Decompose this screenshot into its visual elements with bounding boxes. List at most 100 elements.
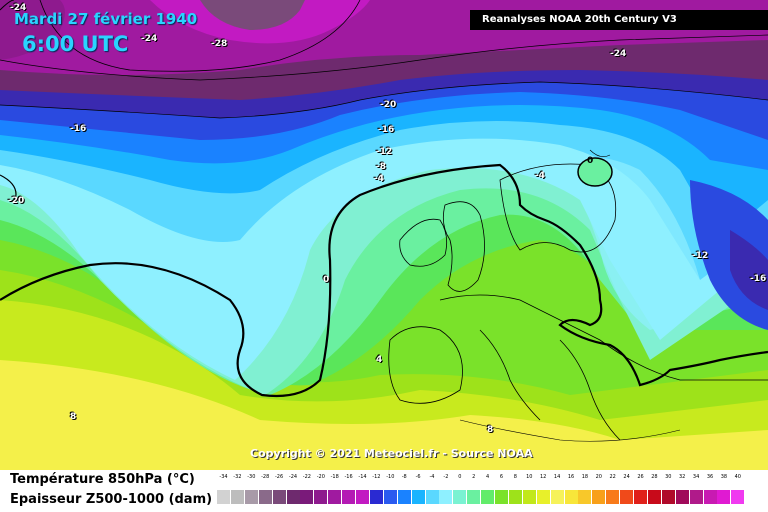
scale-tick-label: -16: [344, 474, 353, 480]
contour-label: -16: [378, 125, 395, 135]
legend-title-temperature: Température 850hPa (°C): [10, 472, 195, 487]
scale-swatch: [328, 490, 342, 504]
scale-swatch: [675, 490, 689, 504]
scale-swatch: [342, 490, 356, 504]
scale-tick-label: 38: [720, 474, 728, 480]
scale-tick-label: 12: [540, 474, 547, 480]
scale-swatch: [272, 490, 286, 504]
scale-swatch: [661, 490, 675, 504]
scale-tick-label: -20: [316, 474, 325, 480]
scale-tick-label: -22: [302, 474, 311, 480]
contour-label: 4: [376, 355, 383, 365]
scale-swatch: [647, 490, 661, 504]
copyright-notice: Copyright © 2021 Meteociel.fr - Source N…: [250, 447, 533, 460]
scale-swatch: [397, 490, 411, 504]
scale-tick-label: -18: [330, 474, 339, 480]
scale-tick-label: -8: [401, 474, 407, 480]
scale-tick-label: 26: [637, 474, 644, 480]
scale-swatch: [467, 490, 481, 504]
scale-tick-label: 10: [526, 474, 533, 480]
scale-tick-label: 24: [623, 474, 630, 480]
contour-label: -24: [610, 49, 627, 59]
scale-swatch: [230, 490, 244, 504]
scale-tick-label: -32: [233, 474, 242, 480]
scale-tick-label: 14: [553, 474, 561, 480]
data-source-banner: Reanalyses NOAA 20th Century V3: [470, 10, 768, 30]
scale-swatch: [495, 490, 508, 504]
scale-swatch: [592, 490, 606, 504]
scale-swatch: [369, 490, 383, 504]
scale-swatch: [314, 490, 328, 504]
forecast-time: 6:00 UTC: [22, 32, 129, 56]
temperature-field: [0, 0, 768, 470]
scale-tick-label: 36: [706, 474, 714, 480]
scale-tick-label: -24: [288, 474, 298, 480]
forecast-date: Mardi 27 février 1940: [14, 10, 198, 28]
scale-swatch: [564, 490, 578, 504]
contour-label: 0: [587, 156, 594, 166]
scale-swatch: [550, 490, 564, 504]
contour-label: -4: [374, 174, 384, 184]
contour-label: -24: [141, 34, 158, 44]
contour-label: -20: [8, 196, 25, 206]
scale-swatch: [383, 490, 397, 504]
contour-label: -24: [10, 3, 27, 13]
contour-label: 8: [70, 412, 77, 422]
scale-swatch: [522, 490, 536, 504]
contour-label: -20: [380, 100, 397, 110]
contour-label: -4: [535, 171, 545, 181]
contour-label: 0: [323, 275, 330, 285]
scale-tick-label: -2: [443, 474, 449, 480]
scale-swatch: [634, 490, 647, 504]
scale-tick-label: 6: [499, 474, 504, 480]
scale-tick-label: -30: [247, 474, 256, 480]
scale-swatch: [244, 490, 258, 504]
scale-swatch: [411, 490, 425, 504]
scale-swatch: [620, 490, 634, 504]
scale-tick-label: 16: [567, 474, 575, 480]
scale-swatch: [508, 490, 522, 504]
scale-swatch: [300, 490, 314, 504]
scale-swatch: [217, 490, 230, 504]
contour-label: -16: [70, 124, 87, 134]
scale-tick-label: -6: [415, 474, 421, 480]
contour-label: -8: [376, 162, 386, 172]
scale-tick-label: 8: [513, 474, 517, 480]
scale-swatch: [356, 490, 369, 504]
scale-tick-label: 32: [679, 474, 686, 480]
scale-swatch: [578, 490, 592, 504]
scale-tick-label: -14: [358, 474, 367, 480]
temperature-map: Mardi 27 février 1940 6:00 UTC Reanalyse…: [0, 0, 768, 470]
contour-label: -28: [211, 39, 228, 49]
scale-tick-label: -10: [386, 474, 395, 480]
scale-swatch: [731, 490, 745, 504]
scale-tick-label: -4: [429, 474, 435, 480]
contour-label: 8: [487, 425, 494, 435]
scale-tick-label: -34: [219, 474, 228, 480]
scale-tick-label: -26: [275, 474, 284, 480]
scale-swatch: [286, 490, 300, 504]
scale-swatch: [689, 490, 703, 504]
scale-swatch: [703, 490, 717, 504]
scale-swatch: [439, 490, 453, 504]
contour-label: -16: [750, 274, 767, 284]
legend-title-thickness: Epaisseur Z500-1000 (dam): [10, 492, 213, 507]
scale-tick-label: -12: [372, 474, 381, 480]
scale-tick-label: 40: [734, 474, 741, 480]
scale-tick-label: -28: [261, 474, 270, 480]
scale-tick-label: 22: [609, 474, 616, 480]
scale-swatch: [425, 490, 439, 504]
scale-swatch: [717, 490, 731, 504]
scale-tick-label: 30: [665, 474, 672, 480]
scale-tick-label: 2: [472, 474, 476, 480]
legend-panel: Température 850hPa (°C) Epaisseur Z500-1…: [0, 470, 768, 512]
scale-tick-label: 18: [581, 474, 589, 480]
scale-tick-label: 20: [595, 474, 602, 480]
scale-swatch: [453, 490, 467, 504]
scale-swatch: [536, 490, 550, 504]
scale-tick-label: 4: [486, 474, 490, 480]
scale-tick-label: 34: [692, 474, 700, 480]
contour-label: -12: [376, 147, 393, 157]
scale-swatch: [481, 490, 495, 504]
scale-swatch: [258, 490, 272, 504]
